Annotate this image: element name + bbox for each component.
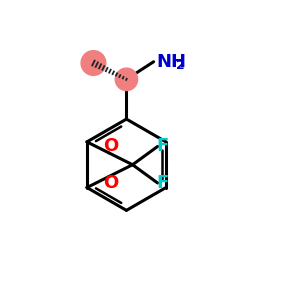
Text: F: F bbox=[157, 137, 169, 155]
Text: O: O bbox=[103, 137, 119, 155]
Text: NH: NH bbox=[156, 53, 186, 71]
Circle shape bbox=[81, 51, 106, 75]
Circle shape bbox=[115, 68, 138, 91]
Text: 2: 2 bbox=[176, 59, 185, 72]
Text: O: O bbox=[103, 174, 119, 192]
Text: F: F bbox=[157, 174, 169, 192]
